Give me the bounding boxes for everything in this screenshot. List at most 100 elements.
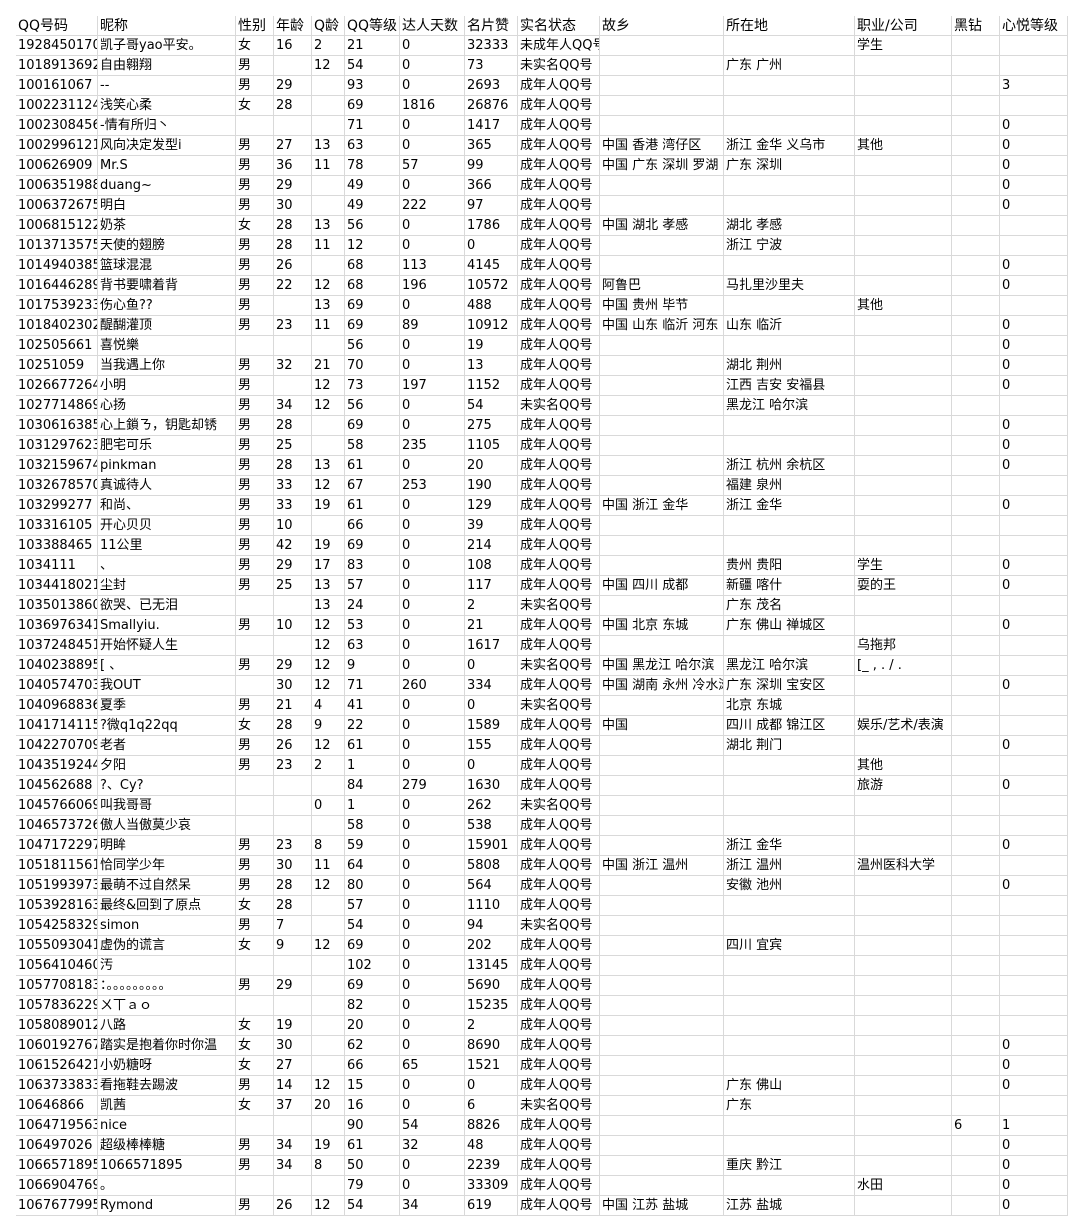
empty-cell (855, 956, 952, 976)
cell: 中国 浙江 金华 (600, 496, 724, 516)
cell: 0 (400, 116, 465, 136)
cell: 27 (274, 136, 312, 156)
cell: 0 (1000, 136, 1068, 156)
cell: 成年人QQ号 (518, 616, 600, 636)
cell: 0 (1000, 356, 1068, 376)
cell: 浙江 金华 (724, 836, 855, 856)
cell: 29 (274, 556, 312, 576)
cell: 20 (465, 456, 518, 476)
cell: 成年人QQ号 (518, 1136, 600, 1156)
cell: 16 (274, 36, 312, 56)
empty-cell (312, 436, 345, 456)
empty-cell (600, 1096, 724, 1116)
empty-cell (724, 896, 855, 916)
cell: 未成年人QQ号 (518, 36, 600, 56)
cell: 21 (465, 616, 518, 636)
empty-cell (952, 76, 1000, 96)
empty-cell (952, 1076, 1000, 1096)
cell: 11 (312, 856, 345, 876)
cell: 1066571895 (98, 1156, 236, 1176)
empty-cell (600, 816, 724, 836)
cell: 成年人QQ号 (518, 216, 600, 236)
cell: 四川 成都 锦江区 (724, 716, 855, 736)
cell: pinkman (98, 456, 236, 476)
cell: 成年人QQ号 (518, 1056, 600, 1076)
cell: 八路 (98, 1016, 236, 1036)
cell: 12 (345, 236, 400, 256)
cell: 0 (1000, 556, 1068, 576)
empty-cell (855, 416, 952, 436)
empty-cell (952, 176, 1000, 196)
empty-cell (855, 1196, 952, 1216)
cell: 89 (400, 316, 465, 336)
empty-cell (952, 296, 1000, 316)
empty-cell (952, 936, 1000, 956)
empty-cell (855, 176, 952, 196)
cell: 1053928163 (16, 896, 98, 916)
empty-cell (952, 916, 1000, 936)
empty-cell (724, 516, 855, 536)
cell: 乌拖邦 (855, 636, 952, 656)
cell: 117 (465, 576, 518, 596)
empty-cell (274, 816, 312, 836)
empty-cell (855, 276, 952, 296)
cell: 福建 泉州 (724, 476, 855, 496)
cell: 安徽 池州 (724, 876, 855, 896)
cell: 背书要啸着背 (98, 276, 236, 296)
empty-cell (600, 396, 724, 416)
cell: 1064719563 (16, 1116, 98, 1136)
cell: 1051811561 (16, 856, 98, 876)
cell: 女 (236, 1036, 274, 1056)
empty-cell (724, 1116, 855, 1136)
cell: 成年人QQ号 (518, 476, 600, 496)
empty-cell (312, 816, 345, 836)
cell: 28 (274, 456, 312, 476)
cell: 19 (312, 496, 345, 516)
cell: 7 (274, 916, 312, 936)
header-cell: 昵称 (98, 16, 236, 36)
cell: 2 (312, 756, 345, 776)
cell: ?、Cy? (98, 776, 236, 796)
cell: ：。。。。。。。。。 (98, 976, 236, 996)
cell: 8690 (465, 1036, 518, 1056)
empty-cell (312, 1176, 345, 1196)
empty-cell (724, 96, 855, 116)
cell: 风向决定发型i (98, 136, 236, 156)
cell: 、 (98, 556, 236, 576)
cell: 男 (236, 1156, 274, 1176)
cell: 成年人QQ号 (518, 636, 600, 656)
cell: 广东 (724, 1096, 855, 1116)
empty-cell (724, 956, 855, 976)
cell: 66 (345, 516, 400, 536)
cell: 12 (312, 636, 345, 656)
cell: 中国 湖南 永州 冷水滩 (600, 676, 724, 696)
empty-cell (724, 1056, 855, 1076)
empty-cell (312, 76, 345, 96)
cell: 女 (236, 896, 274, 916)
empty-cell (1000, 956, 1068, 976)
empty-cell (600, 56, 724, 76)
empty-cell (1000, 936, 1068, 956)
cell: 0 (1000, 1196, 1068, 1216)
cell: 女 (236, 716, 274, 736)
cell: 成年人QQ号 (518, 876, 600, 896)
cell: 0 (400, 816, 465, 836)
cell: 看拖鞋去踢波 (98, 1076, 236, 1096)
cell: 32 (400, 1136, 465, 1156)
cell: 262 (465, 796, 518, 816)
cell: 广东 佛山 (724, 1076, 855, 1096)
cell: 0 (400, 576, 465, 596)
cell: 0 (400, 736, 465, 756)
cell: 69 (345, 296, 400, 316)
cell: 202 (465, 936, 518, 956)
empty-cell (952, 1176, 1000, 1196)
cell: 0 (400, 836, 465, 856)
cell: 成年人QQ号 (518, 1016, 600, 1036)
cell: 69 (345, 936, 400, 956)
cell: 97 (465, 196, 518, 216)
cell: 0 (400, 656, 465, 676)
cell: nice (98, 1116, 236, 1136)
cell: 33 (274, 496, 312, 516)
empty-cell (600, 336, 724, 356)
cell: 1054258329 (16, 916, 98, 936)
